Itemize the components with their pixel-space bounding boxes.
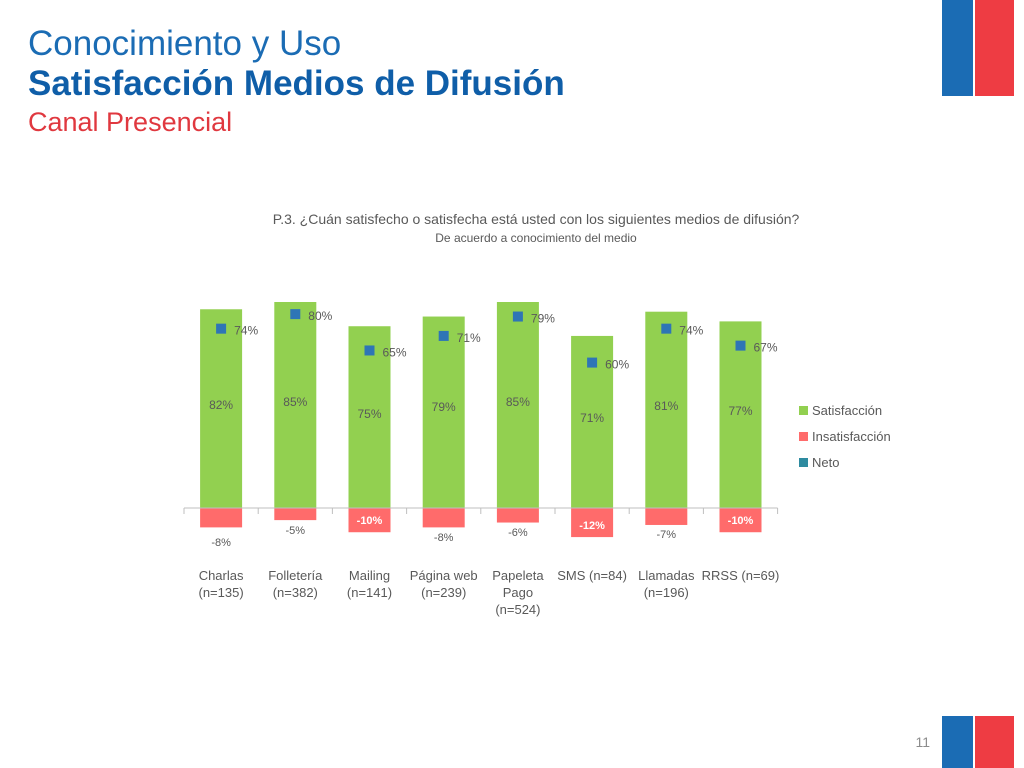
dissatisfaction-data-label: -5% xyxy=(286,525,306,537)
dissatisfaction-bar xyxy=(496,508,539,523)
chart-title: P.3. ¿Cuán satisfecho o satisfecha está … xyxy=(273,211,800,227)
flag-blue-stripe xyxy=(942,716,973,768)
x-axis-category-label: (n=239) xyxy=(421,585,466,600)
x-axis-category-label: Pago xyxy=(503,585,533,600)
satisfaction-data-label: 79% xyxy=(432,400,456,414)
x-axis-category-label: RRSS (n=69) xyxy=(702,568,780,583)
x-axis-category-label: Llamadas xyxy=(638,568,695,583)
satisfaction-bar xyxy=(645,311,688,508)
x-axis-category-label: (n=141) xyxy=(347,585,392,600)
x-axis-category-label: Papeleta xyxy=(492,568,544,583)
satisfaction-data-label: 82% xyxy=(209,398,233,412)
satisfaction-bar xyxy=(348,326,391,508)
net-data-label: 74% xyxy=(234,324,258,338)
dissatisfaction-data-label: -6% xyxy=(508,527,528,539)
dissatisfaction-data-label: -12% xyxy=(579,520,605,532)
flag-decoration-top xyxy=(942,0,1014,96)
dissatisfaction-data-label: -8% xyxy=(434,532,454,544)
satisfaction-bar xyxy=(719,321,762,508)
dissatisfaction-bar xyxy=(348,508,391,533)
slide-title: Conocimiento y Uso Satisfacción Medios d… xyxy=(28,24,565,138)
net-marker xyxy=(661,323,672,334)
legend-swatch xyxy=(799,458,808,467)
satisfaction-data-label: 85% xyxy=(283,395,307,409)
x-axis-category-label: (n=524) xyxy=(495,602,540,617)
dissatisfaction-bar xyxy=(571,508,614,538)
x-axis-category-label: SMS (n=84) xyxy=(557,568,627,583)
dissatisfaction-data-label: -8% xyxy=(211,537,231,549)
net-marker xyxy=(512,311,523,322)
slide-subtitle: Canal Presencial xyxy=(28,107,233,137)
dissatisfaction-data-label: -10% xyxy=(728,515,754,527)
net-marker xyxy=(735,340,746,351)
dissatisfaction-bar xyxy=(200,508,243,528)
satisfaction-data-label: 71% xyxy=(580,411,604,425)
x-axis-category-label: (n=135) xyxy=(199,585,244,600)
x-axis-category-label: Página web xyxy=(410,568,478,583)
dissatisfaction-data-label: -7% xyxy=(657,529,677,541)
legend-label: Satisfacción xyxy=(812,403,882,418)
net-marker xyxy=(438,330,449,341)
dissatisfaction-bar xyxy=(719,508,762,533)
slide-title-line1: Conocimiento y Uso xyxy=(28,24,342,63)
satisfaction-bar xyxy=(200,309,243,508)
flag-red-stripe xyxy=(975,0,1014,96)
flag-red-stripe xyxy=(975,716,1014,768)
x-axis-category-label: Folletería xyxy=(268,568,323,583)
chart-subtitle: De acuerdo a conocimiento del medio xyxy=(435,231,637,245)
satisfaction-data-label: 81% xyxy=(654,399,678,413)
satisfaction-data-label: 75% xyxy=(357,407,381,421)
satisfaction-data-label: 85% xyxy=(506,395,530,409)
slide-title-line2: Satisfacción Medios de Difusión xyxy=(28,64,565,103)
legend-swatch xyxy=(799,406,808,415)
x-axis-category-label: Charlas xyxy=(199,568,244,583)
x-axis-category-label: (n=196) xyxy=(644,585,689,600)
net-data-label: 79% xyxy=(531,312,555,326)
net-marker xyxy=(290,309,301,320)
net-marker xyxy=(216,323,227,334)
x-axis-category-label: Mailing xyxy=(349,568,390,583)
legend-label: Neto xyxy=(812,455,839,470)
net-data-label: 67% xyxy=(754,341,778,355)
net-data-label: 80% xyxy=(308,309,332,323)
satisfaction-bar xyxy=(274,302,317,508)
flag-blue-stripe xyxy=(942,0,973,96)
net-data-label: 71% xyxy=(457,331,481,345)
x-axis-category-label: (n=382) xyxy=(273,585,318,600)
legend-swatch xyxy=(799,432,808,441)
page-number: 11 xyxy=(915,734,930,750)
satisfaction-data-label: 77% xyxy=(728,404,752,418)
legend-label: Insatisfacción xyxy=(812,429,891,444)
dissatisfaction-bar xyxy=(422,508,465,528)
dissatisfaction-bar xyxy=(274,508,317,521)
net-marker xyxy=(364,345,375,356)
net-data-label: 65% xyxy=(383,345,407,359)
net-marker xyxy=(587,357,598,368)
dissatisfaction-bar xyxy=(645,508,688,525)
net-data-label: 74% xyxy=(679,324,703,338)
flag-decoration-bottom xyxy=(942,716,1014,768)
net-data-label: 60% xyxy=(605,358,629,372)
satisfaction-bar xyxy=(422,316,465,508)
satisfaction-bar xyxy=(496,302,539,508)
dissatisfaction-data-label: -10% xyxy=(357,515,383,527)
